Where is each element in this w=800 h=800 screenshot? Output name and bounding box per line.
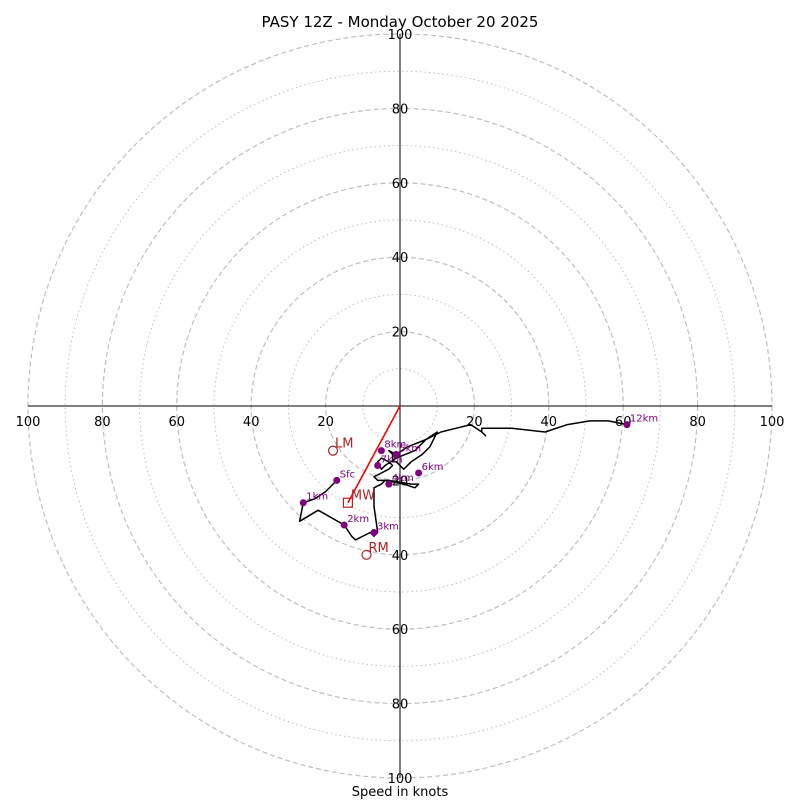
tick-label-east-20: 20 bbox=[466, 415, 483, 430]
tick-label-north-60: 60 bbox=[392, 177, 409, 192]
chart-title: PASY 12Z - Monday October 20 2025 bbox=[262, 13, 539, 31]
height-marker-3km bbox=[370, 528, 378, 536]
tick-label-south-60: 60 bbox=[392, 623, 409, 638]
right-mover-marker bbox=[361, 549, 372, 560]
height-label-1km: 1km bbox=[306, 492, 328, 503]
x-axis-label: Speed in knots bbox=[352, 785, 449, 800]
tick-label-south-40: 40 bbox=[392, 549, 409, 564]
right-mover-label: RM bbox=[369, 541, 389, 556]
shear-vector-line bbox=[347, 405, 401, 504]
tick-label-east-40: 40 bbox=[541, 415, 558, 430]
tick-label-south-100: 100 bbox=[388, 772, 413, 787]
height-label-7km: 7km bbox=[381, 455, 403, 466]
tick-label-north-80: 80 bbox=[392, 102, 409, 117]
tick-label-south-80: 80 bbox=[392, 698, 409, 713]
tick-label-west-20: 20 bbox=[317, 415, 334, 430]
height-marker-4km bbox=[385, 480, 393, 488]
left-mover-label: LM bbox=[335, 437, 353, 452]
height-label-4km: 4km bbox=[392, 473, 414, 484]
height-marker-2km bbox=[340, 521, 348, 529]
height-marker-1km bbox=[299, 499, 307, 507]
tick-label-north-20: 20 bbox=[392, 326, 409, 341]
storm-motion-markers: LM MW RM bbox=[327, 437, 389, 560]
mean-wind-label: MW bbox=[351, 489, 375, 504]
height-label-6km: 6km bbox=[422, 462, 444, 473]
tick-label-east-80: 80 bbox=[689, 415, 706, 430]
tick-label-west-80: 80 bbox=[94, 415, 111, 430]
height-marker-7km bbox=[374, 462, 382, 470]
height-label-3km: 3km bbox=[377, 521, 399, 532]
height-marker-8km bbox=[377, 447, 385, 455]
height-label-5km: 5km bbox=[399, 443, 421, 454]
tick-label-north-40: 40 bbox=[392, 251, 409, 266]
left-mover-marker bbox=[327, 445, 339, 456]
height-label-2km: 2km bbox=[347, 514, 369, 525]
height-marker-6km bbox=[415, 469, 423, 477]
height-marker-12km bbox=[623, 421, 631, 429]
tick-label-north-100: 100 bbox=[388, 28, 413, 43]
tick-label-west-100: 100 bbox=[16, 415, 41, 430]
height-marker-5km bbox=[392, 450, 400, 458]
height-label-12km: 12km bbox=[630, 414, 658, 425]
tick-label-east-100: 100 bbox=[760, 415, 785, 430]
height-label-8km: 8km bbox=[384, 440, 406, 451]
mean-wind-marker bbox=[342, 497, 354, 508]
height-label-sfc: Sfc bbox=[340, 469, 355, 480]
height-marker-sfc bbox=[333, 476, 341, 484]
tick-label-west-60: 60 bbox=[169, 415, 186, 430]
tick-label-west-40: 40 bbox=[243, 415, 260, 430]
